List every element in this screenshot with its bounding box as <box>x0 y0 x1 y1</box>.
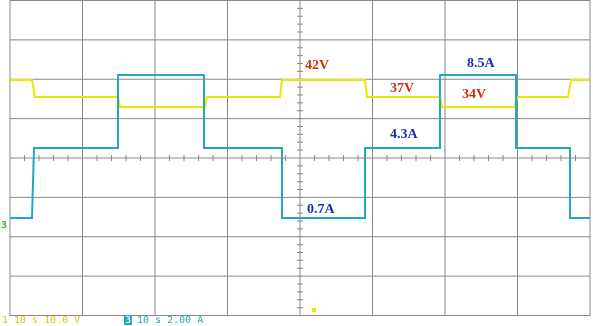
scope-screen: 42V 37V 34V 8.5A 4.3A 0.7A 3 1 10 s 10.0… <box>0 0 593 326</box>
channel-settings: 10 s 2.00 A <box>137 315 203 326</box>
annotation: 34V <box>462 87 486 102</box>
annotation: 4.3A <box>390 127 419 142</box>
annotation: 8.5A <box>467 56 496 71</box>
channel-number: 1 <box>2 315 8 326</box>
annotation: 37V <box>390 81 414 96</box>
annotation: 42V <box>305 58 329 73</box>
annotation: 0.7A <box>307 202 336 217</box>
channel-settings: 10 s 10.0 V <box>14 315 80 326</box>
trigger-marker <box>312 308 316 312</box>
trace-marker: 3 <box>1 220 7 231</box>
channel-number: 3 <box>125 315 131 326</box>
background <box>0 0 593 326</box>
